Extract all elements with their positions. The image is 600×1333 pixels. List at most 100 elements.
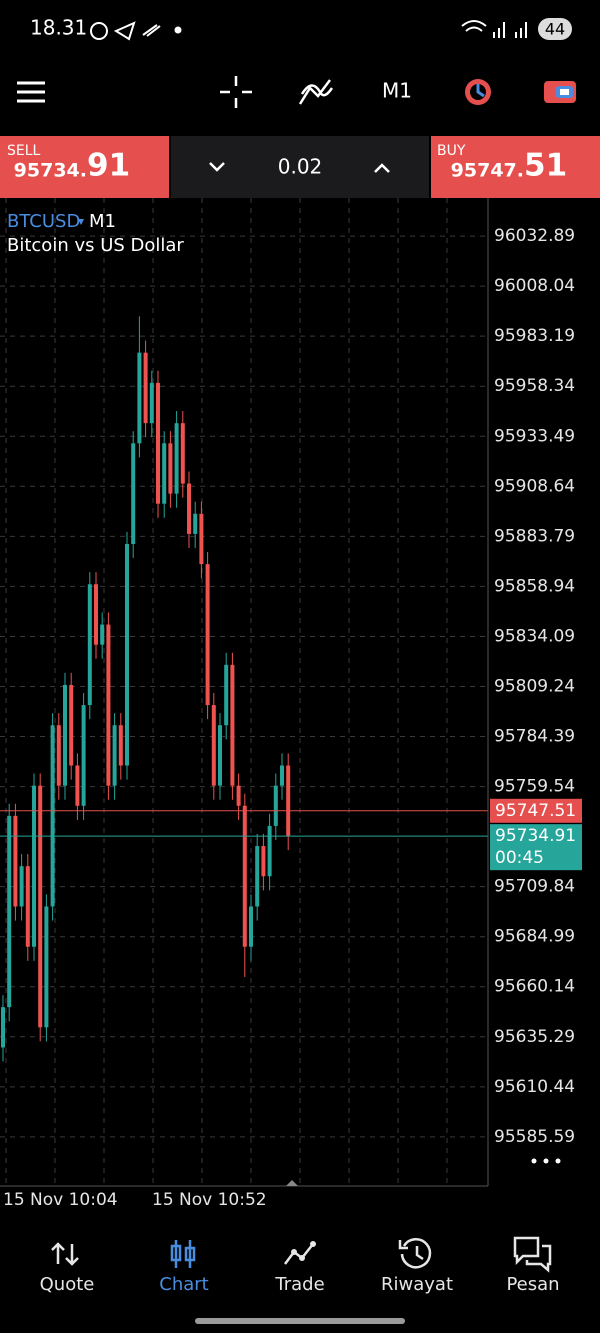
y-tick-label: 95858.94 — [494, 576, 575, 596]
y-tick-label: 95933.49 — [494, 426, 575, 446]
y-tick-label: 95660.14 — [494, 977, 575, 997]
nav-messages[interactable]: Pesan — [506, 1236, 560, 1295]
candle-body — [81, 705, 86, 806]
candle-body — [273, 785, 278, 826]
candle-body — [7, 815, 12, 1008]
candle-body — [106, 624, 111, 786]
timeframe-button[interactable]: M1 — [382, 79, 412, 103]
candle-body — [267, 825, 272, 877]
y-tick-label: 95585.59 — [494, 1127, 575, 1147]
candle-body — [156, 382, 160, 504]
y-tick-label: 95958.34 — [494, 376, 575, 396]
y-tick-label: 95610.44 — [494, 1077, 575, 1097]
y-tick-label: 95809.24 — [494, 676, 575, 696]
nav-label: Quote — [40, 1274, 95, 1295]
candle-body — [19, 866, 24, 907]
trade-signals-button[interactable] — [465, 79, 491, 105]
vertical-grid — [5, 198, 448, 1186]
more-button[interactable] — [531, 1158, 561, 1164]
nav-quote[interactable]: Quote — [40, 1242, 95, 1295]
buy-price-tail: 51 — [524, 148, 567, 184]
candle-body — [13, 815, 18, 907]
candle-body — [63, 684, 67, 786]
candle-body — [286, 765, 291, 836]
candle-body — [224, 664, 229, 726]
volume-up[interactable] — [374, 163, 390, 173]
candle-body — [236, 785, 241, 806]
candle-body — [149, 382, 154, 424]
candle-body — [174, 423, 179, 494]
candle-body — [230, 664, 235, 786]
candle-body — [280, 765, 284, 786]
chart-symbol[interactable]: BTCUSD — [7, 211, 80, 232]
candle-body — [242, 805, 247, 947]
candle-body — [25, 866, 30, 947]
y-tick-label: 95684.99 — [494, 927, 575, 947]
candle-body — [69, 684, 74, 766]
nav-chart[interactable]: Chart — [159, 1240, 209, 1295]
y-tick-label: 95834.09 — [494, 626, 575, 646]
candle-body — [44, 906, 49, 1028]
candle-body — [94, 584, 98, 645]
buy-button[interactable] — [431, 136, 600, 198]
nav-label: Riwayat — [381, 1274, 453, 1295]
y-tick-label: 96008.04 — [494, 276, 575, 296]
chart-subtitle: Bitcoin vs US Dollar — [7, 235, 184, 256]
candle-body — [193, 513, 198, 534]
y-tick-label: 95883.79 — [494, 526, 575, 546]
candle-body — [131, 443, 136, 544]
candle-body — [218, 725, 222, 786]
candle-body — [143, 352, 148, 424]
sell-label: SELL — [7, 143, 41, 159]
chart-timeframe: M1 — [89, 211, 116, 232]
candle-body — [255, 846, 260, 907]
sell-price-tail: 91 — [87, 148, 130, 184]
ask-label: 95747.51 — [495, 801, 576, 821]
candle-body — [137, 352, 142, 444]
nav-history[interactable]: Riwayat — [381, 1238, 453, 1295]
nav-trade[interactable]: Trade — [274, 1241, 325, 1295]
ask-label-box — [490, 798, 582, 823]
nav-label: Chart — [159, 1274, 208, 1295]
bid-label-box — [490, 824, 582, 871]
one-click-button[interactable] — [544, 81, 576, 103]
candle-body — [162, 443, 167, 504]
bid-label: 95734.91 — [495, 826, 576, 846]
candle-body — [75, 765, 80, 806]
symbol-dropdown[interactable] — [78, 219, 84, 225]
y-tick-label: 95983.19 — [494, 326, 575, 346]
volume-down[interactable] — [209, 162, 225, 172]
y-tick-label: 95759.54 — [494, 777, 575, 797]
sell-price-head: 95734. — [14, 160, 87, 182]
candle-body — [199, 513, 204, 565]
candle-body — [56, 725, 61, 786]
battery-level: 44 — [545, 20, 565, 39]
scroll-marker — [286, 1180, 298, 1186]
candle-body — [112, 725, 117, 786]
candle-body — [50, 725, 55, 907]
nav-label: Trade — [274, 1274, 324, 1295]
candle-body — [38, 785, 43, 1028]
candle-body — [100, 624, 105, 645]
sell-button[interactable] — [0, 136, 169, 198]
candle-body — [249, 906, 253, 947]
nav-label: Pesan — [506, 1274, 559, 1295]
candle-body — [261, 846, 266, 877]
x-tick-label: 15 Nov 10:04 — [3, 1190, 118, 1210]
candle-body — [125, 543, 129, 766]
buy-label: BUY — [437, 143, 466, 159]
bar-timer: 00:45 — [495, 848, 544, 868]
status-time: 18.31 — [30, 16, 87, 40]
indicators-button[interactable] — [298, 79, 334, 105]
y-tick-label: 95635.29 — [494, 1027, 575, 1047]
volume[interactable]: 0.02 — [278, 155, 323, 179]
home-indicator — [195, 1318, 405, 1324]
candle-body — [205, 564, 210, 706]
status-icons — [90, 20, 527, 41]
crosshair-button[interactable] — [220, 76, 252, 108]
battery — [538, 18, 572, 40]
candle-body — [187, 483, 191, 534]
chart: 96032.89 96008.04 95983.19 95958.34 95933.49… — [0, 226, 582, 1147]
menu-button[interactable] — [17, 81, 45, 103]
